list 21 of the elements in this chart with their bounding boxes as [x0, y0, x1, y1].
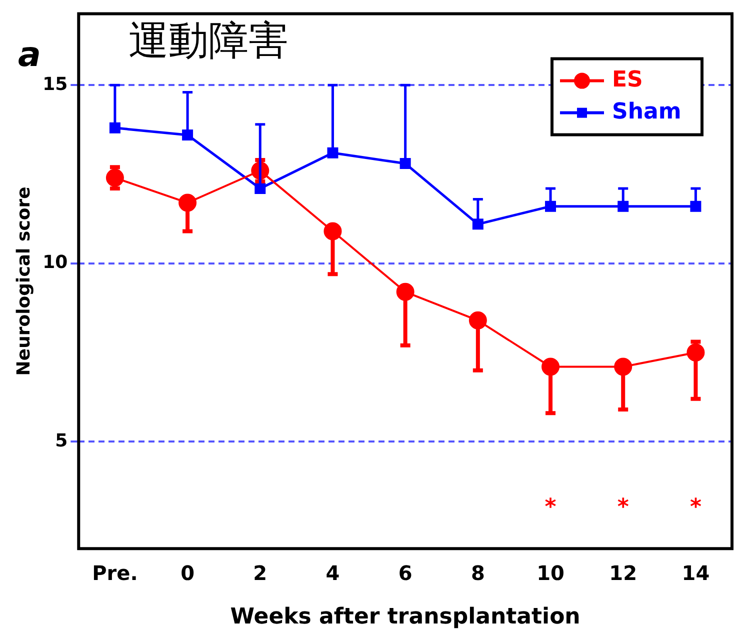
- x-tick-label: 8: [470, 560, 485, 585]
- x-axis-title: Weeks after transplantation: [230, 604, 580, 630]
- chart-title: 運動障害: [128, 18, 289, 64]
- y-tick-label: 5: [55, 430, 68, 452]
- annotation: *: [617, 495, 630, 520]
- y-tick-label: 10: [42, 252, 68, 274]
- x-tick-label: 2: [253, 560, 268, 585]
- y-tick-label: 15: [42, 74, 68, 95]
- x-tick-label: 14: [682, 560, 710, 585]
- x-tick-label: 12: [609, 560, 638, 585]
- legend-label: Sham: [612, 100, 682, 125]
- y-axis-title: Neurological score: [13, 186, 34, 376]
- annotation: *: [544, 495, 557, 520]
- x-tick-label: 10: [536, 560, 564, 585]
- x-tick-label: Pre.: [92, 560, 138, 585]
- x-tick-label: 0: [180, 560, 194, 585]
- text: a: [18, 34, 41, 75]
- x-tick-label: 6: [398, 560, 412, 585]
- annotation: *: [690, 495, 702, 520]
- x-tick-label: 4: [326, 560, 340, 585]
- legend-label: ES: [612, 68, 643, 93]
